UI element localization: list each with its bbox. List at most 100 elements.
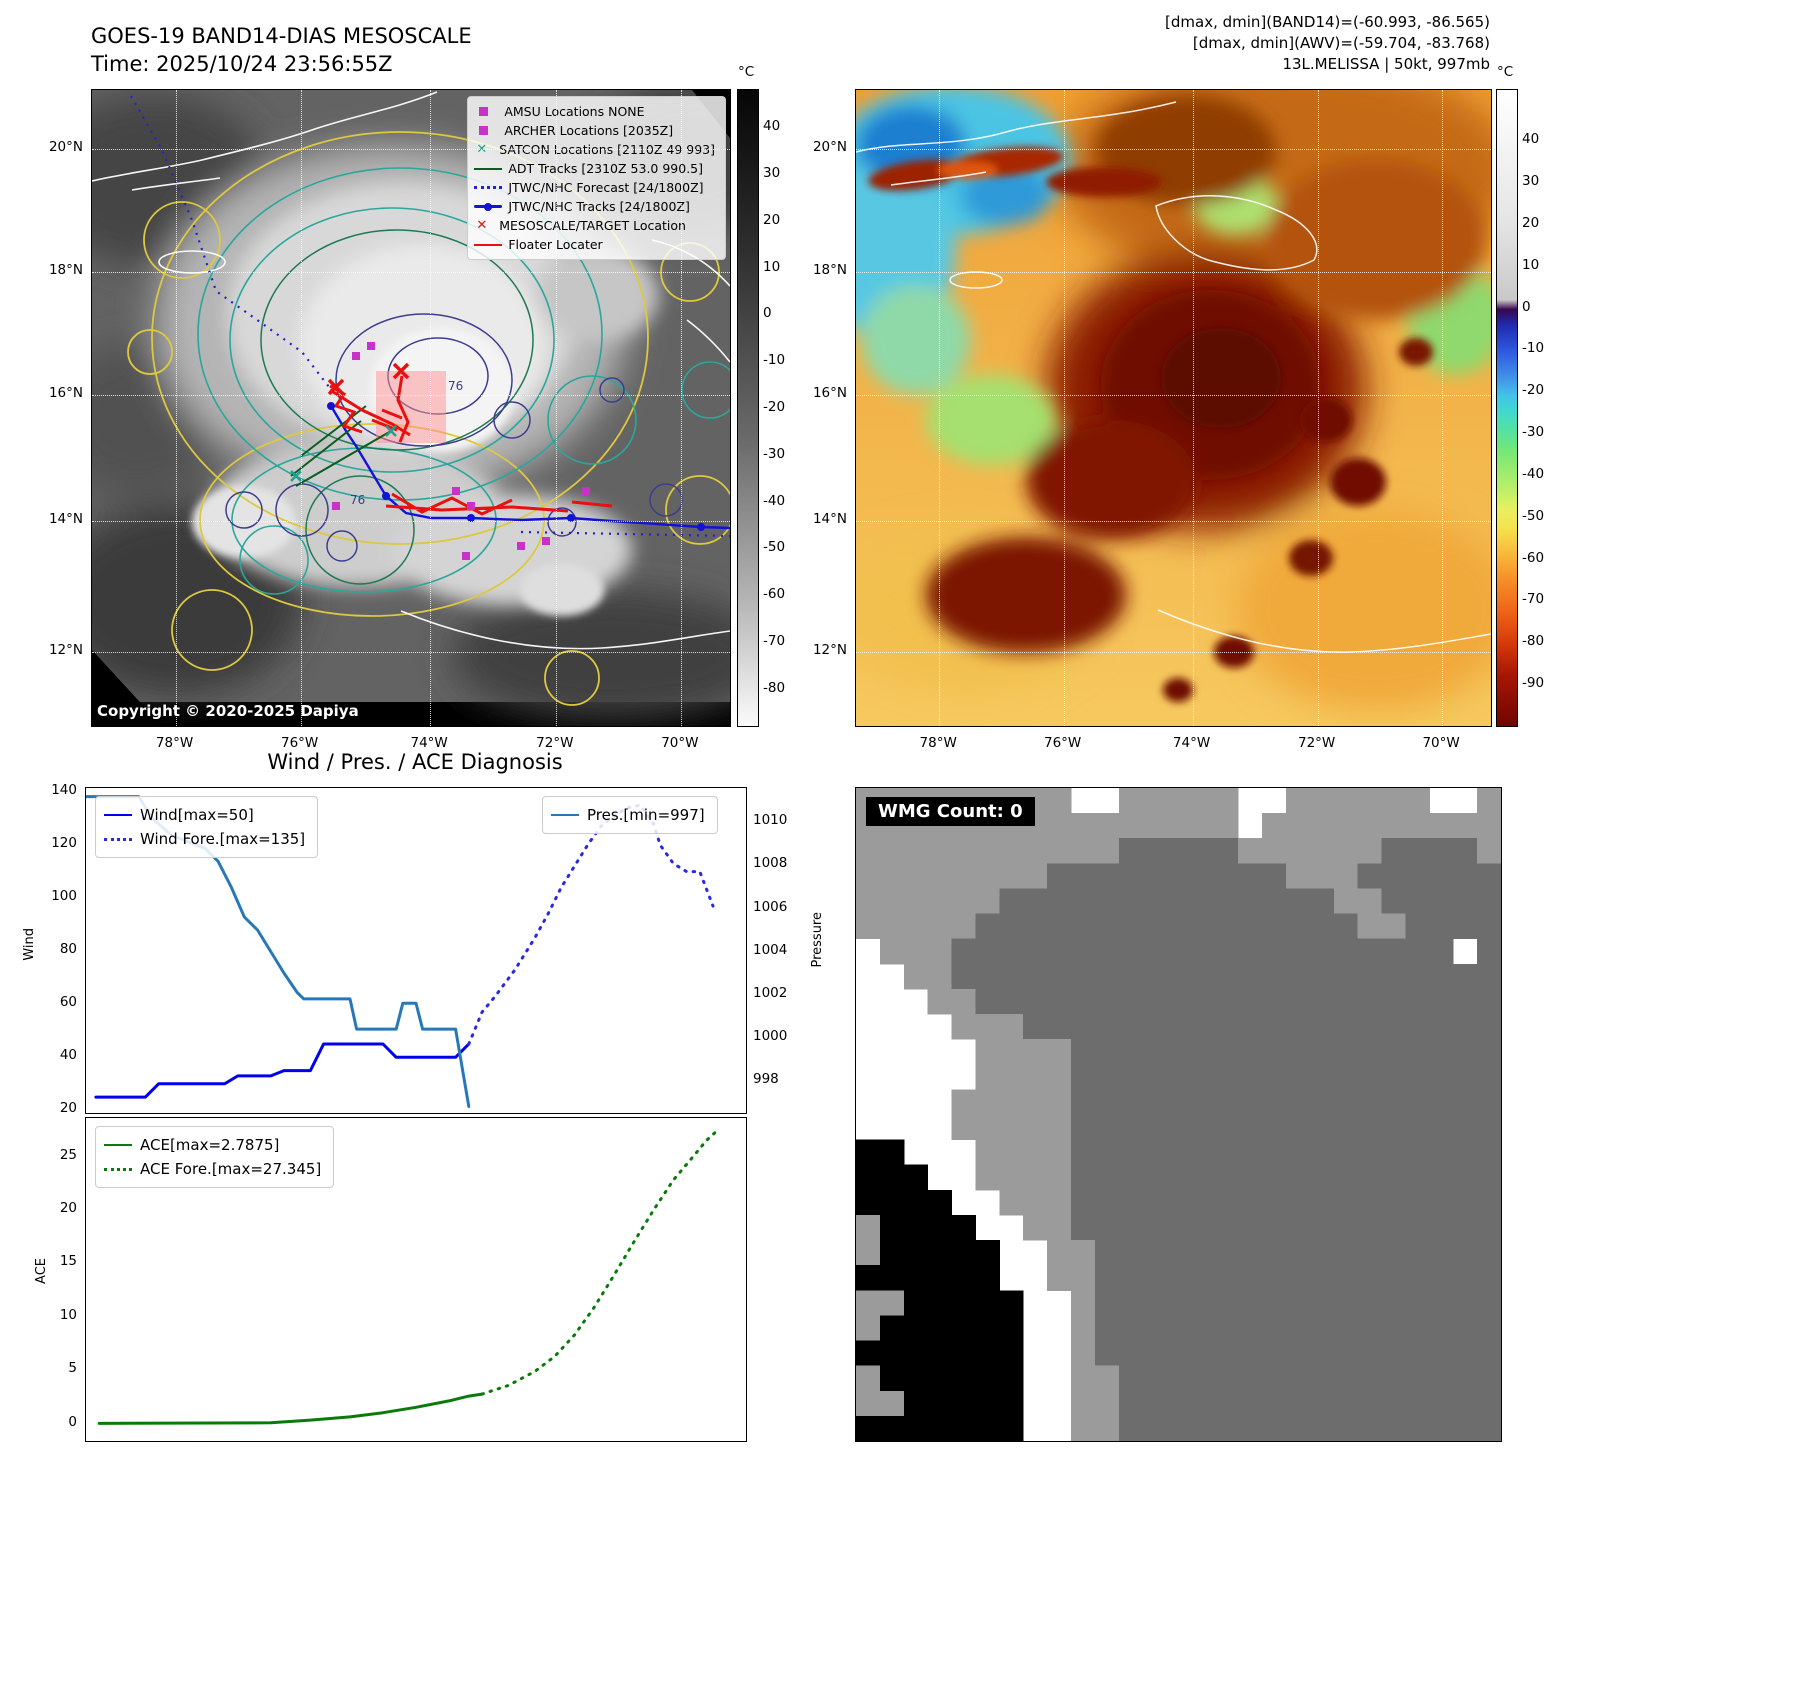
- pressure-legend: Pres.[min=997]: [542, 796, 718, 834]
- colorbar-tick-label: -30: [1522, 424, 1545, 441]
- x-tick-label: 70°W: [661, 735, 699, 751]
- target-x-markers: [327, 362, 410, 396]
- band14-colorbar: [737, 89, 759, 727]
- dotted-marker: [104, 1167, 132, 1171]
- chart-tick-label: 0: [68, 1413, 77, 1430]
- series-ACE[max=2.7875]: [97, 1392, 484, 1425]
- wind-legend: Wind[max=50] Wind Fore.[max=135]: [95, 796, 319, 858]
- chart-tick-label: 1004: [753, 941, 788, 958]
- gridline: [1192, 90, 1194, 726]
- colorbar-tick-label: 20: [1522, 214, 1540, 231]
- colorbar-tick-label: -40: [763, 492, 786, 509]
- colorbar-tick-label: -70: [1522, 591, 1545, 608]
- gridline: [430, 90, 432, 726]
- gridline: [92, 651, 730, 653]
- gridline: [856, 520, 1491, 522]
- archer-square-markers: [332, 342, 590, 560]
- line-marker: [474, 167, 503, 170]
- x-tick-label: 76°W: [1044, 735, 1082, 751]
- colorbar-tick-label: -80: [1522, 633, 1545, 650]
- dotted-marker: [474, 186, 503, 189]
- legend-label: AMSU Locations NONE: [504, 104, 645, 119]
- y-tick-label: 16°N: [812, 385, 847, 402]
- gridline: [555, 90, 557, 726]
- chart-tick-label: 60: [59, 994, 77, 1011]
- awv-satellite-image: [856, 90, 1491, 726]
- legend-label: Pres.[min=997]: [587, 806, 705, 824]
- legend-item: AMSU Locations NONE: [474, 102, 715, 121]
- colorbar-tick-label: -70: [763, 632, 786, 649]
- diagnosis-title: Wind / Pres. / ACE Diagnosis: [267, 750, 563, 774]
- legend-label: JTWC/NHC Forecast [24/1800Z]: [508, 180, 704, 195]
- chart-tick-label: 15: [59, 1253, 77, 1270]
- chart-tick-label: 80: [59, 941, 77, 958]
- dmax-dmin-awv: [dmax, dmin](AWV)=(-59.704, -83.768): [1192, 34, 1490, 52]
- colorbar-tick-label: -20: [763, 399, 786, 415]
- chart-tick-label: 998: [753, 1070, 779, 1087]
- gridline: [175, 90, 177, 726]
- gridline: [680, 90, 682, 726]
- series-Wind[max=50]: [94, 1042, 471, 1099]
- colorbar-tick-label: 30: [763, 165, 781, 182]
- x-tick-label: 78°W: [919, 735, 957, 751]
- y-tick-label: 12°N: [48, 641, 83, 658]
- band14-title: GOES-19 BAND14-DIAS MESOSCALE: [91, 24, 472, 48]
- legend-item: ✕ MESOSCALE/TARGET Location: [474, 216, 715, 235]
- x-tick-label: 74°W: [410, 735, 448, 751]
- x-tick-label: 74°W: [1172, 735, 1211, 751]
- gridline: [300, 90, 302, 726]
- y-tick-label: 18°N: [812, 261, 847, 278]
- y-tick-label: 12°N: [812, 641, 847, 658]
- legend-label: Floater Locater: [508, 237, 603, 252]
- x-tick-label: 72°W: [536, 735, 574, 751]
- colorbar-tick-label: 10: [1522, 256, 1540, 273]
- legend-item: ADT Tracks [2310Z 53.0 990.5]: [474, 159, 715, 178]
- dmax-dmin-band14: [dmax, dmin](BAND14)=(-60.993, -86.565): [1165, 13, 1490, 31]
- chart-tick-label: 1008: [753, 855, 788, 872]
- gridline: [856, 395, 1491, 397]
- pressure-axis-label: Pressure: [810, 912, 825, 968]
- y-tick-label: 14°N: [812, 510, 847, 527]
- series-Wind Fore.[max=135]: [467, 803, 715, 1046]
- chart-tick-label: 1002: [753, 984, 788, 1001]
- chart-tick-label: 1000: [753, 1027, 788, 1044]
- legend-label: ADT Tracks [2310Z 53.0 990.5]: [508, 161, 704, 176]
- storm-id-intensity: 13L.MELISSA | 50kt, 997mb: [1282, 55, 1490, 73]
- linedot-marker: [474, 202, 503, 211]
- x-tick-label: 70°W: [1422, 735, 1460, 751]
- colorbar-tick-label: 20: [763, 211, 781, 228]
- contour-label: 76: [350, 493, 365, 507]
- x-tick-label: 72°W: [1298, 735, 1336, 751]
- colorbar-tick-label: -50: [1522, 507, 1545, 524]
- legend-item: ARCHER Locations [2035Z]: [474, 121, 715, 140]
- awv-header-block: [dmax, dmin](BAND14)=(-60.993, -86.565) …: [1165, 12, 1490, 75]
- gridline: [856, 149, 1491, 151]
- x-marker: ✕: [476, 218, 488, 233]
- gridline: [1317, 90, 1319, 726]
- wmg-count-badge: WMG Count: 0: [866, 797, 1035, 826]
- gridline: [856, 271, 1491, 273]
- chart-tick-label: 140: [51, 781, 77, 798]
- gridline: [92, 395, 730, 397]
- square-marker: [479, 107, 489, 116]
- gridline: [92, 149, 730, 151]
- band14-map-panel: 76 76 AMSU Locations NONE ARCHER Location…: [91, 89, 731, 727]
- colorbar-tick-label: 40: [1522, 131, 1540, 148]
- colorbar-tick-label: -10: [763, 352, 786, 369]
- mesoscale-target-box: [376, 371, 446, 443]
- gridline: [92, 520, 730, 522]
- legend-item: Wind Fore.[max=135]: [104, 827, 305, 851]
- legend-label: MESOSCALE/TARGET Location: [499, 218, 686, 233]
- chart-tick-label: 5: [68, 1360, 77, 1377]
- y-tick-label: 18°N: [48, 261, 83, 278]
- legend-label: ACE[max=2.7875]: [140, 1136, 280, 1154]
- x-tick-label: 76°W: [280, 735, 319, 751]
- legend-item: Wind[max=50]: [104, 803, 305, 827]
- y-tick-label: 20°N: [48, 139, 83, 156]
- line-marker: [104, 1144, 132, 1146]
- legend-item: JTWC/NHC Tracks [24/1800Z]: [474, 197, 715, 216]
- x-tick-label: 78°W: [155, 735, 194, 751]
- square-marker: [479, 126, 489, 135]
- gridline: [1442, 90, 1444, 726]
